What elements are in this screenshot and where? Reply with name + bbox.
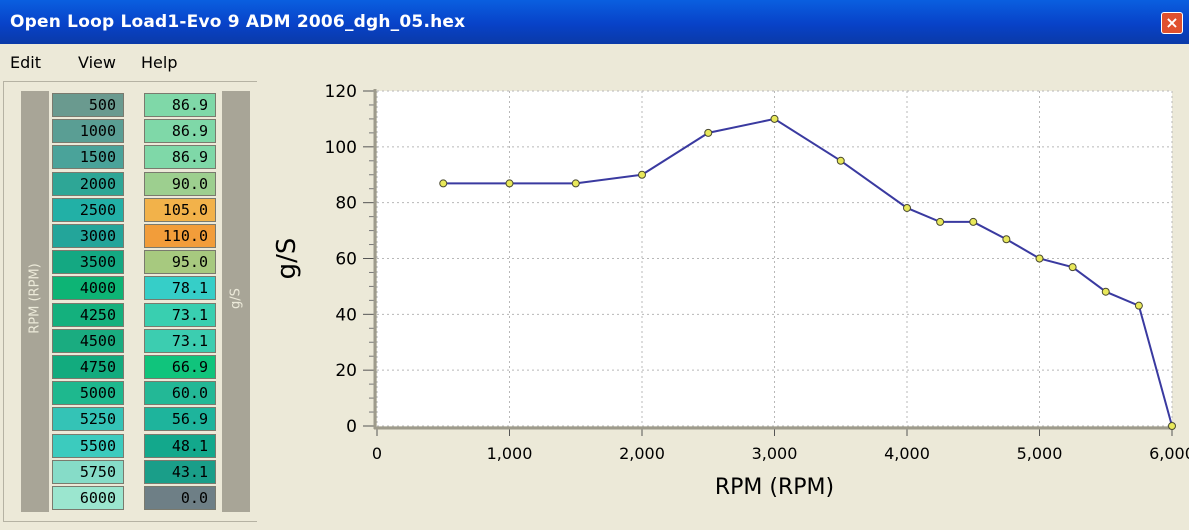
rpm-cell[interactable]: 2500 <box>52 197 124 222</box>
x-tick-label: 2,000 <box>619 444 665 463</box>
value-cell[interactable]: 105.0 <box>144 197 216 222</box>
x-tick-label: 6,000 <box>1149 444 1189 463</box>
line-chart: 0 1,000 2,000 3,000 4,000 5,000 6,000 0 20 40 60 80… <box>272 82 1189 500</box>
y-tick-label: 60 <box>335 250 357 270</box>
rpm-cell[interactable]: 500 <box>52 93 124 117</box>
menu-bar: Edit View Help <box>0 46 1189 79</box>
data-point <box>1168 422 1176 430</box>
value-cell[interactable]: 86.9 <box>144 145 216 170</box>
menu-help[interactable]: Help <box>141 53 178 72</box>
value-cell[interactable]: 66.9 <box>144 355 216 379</box>
chart-area: 0 1,000 2,000 3,000 4,000 5,000 6,000 0 20 40 60 80… <box>257 79 1189 526</box>
value-cell[interactable]: 86.9 <box>144 119 216 144</box>
rpm-cell[interactable]: 4500 <box>52 328 124 353</box>
data-point <box>903 203 911 212</box>
value-axis-strip: g/S <box>222 91 250 512</box>
data-point <box>1035 254 1044 263</box>
value-cell[interactable]: 48.1 <box>144 433 216 458</box>
data-point <box>1101 287 1110 296</box>
menu-edit[interactable]: Edit <box>10 53 41 72</box>
value-cell[interactable]: 90.0 <box>144 171 216 196</box>
value-cell[interactable]: 73.1 <box>144 302 216 327</box>
x-tick-label: 3,000 <box>752 444 798 463</box>
rpm-cell[interactable]: 4000 <box>52 276 124 301</box>
x-axis-label: RPM (RPM) <box>715 475 834 500</box>
data-point <box>571 179 580 188</box>
data-point <box>704 128 713 137</box>
rpm-cell[interactable]: 4250 <box>52 302 124 327</box>
rpm-cell[interactable]: 6000 <box>52 486 124 510</box>
data-point <box>836 156 845 165</box>
window-title: Open Loop Load1-Evo 9 ADM 2006_dgh_05.he… <box>10 12 466 32</box>
x-tick-label: 1,000 <box>487 444 533 463</box>
data-point <box>770 114 779 123</box>
rpm-cell[interactable]: 3500 <box>52 250 124 275</box>
value-cell[interactable]: 78.1 <box>144 276 216 301</box>
data-point <box>1068 263 1077 272</box>
rpm-cell[interactable]: 3000 <box>52 224 124 248</box>
rpm-cell[interactable]: 1500 <box>52 145 124 170</box>
rpm-cell[interactable]: 1000 <box>52 119 124 144</box>
x-tick-label: 5,000 <box>1017 444 1063 463</box>
rpm-cell[interactable]: 2000 <box>52 171 124 196</box>
value-cell[interactable]: 110.0 <box>144 224 216 248</box>
value-cell[interactable]: 95.0 <box>144 250 216 275</box>
rpm-axis-strip: RPM (RPM) <box>21 91 49 512</box>
value-cell[interactable]: 43.1 <box>144 459 216 484</box>
value-cell[interactable]: 86.9 <box>144 93 216 117</box>
rpm-cell[interactable]: 5000 <box>52 381 124 406</box>
value-cell[interactable]: 73.1 <box>144 328 216 353</box>
rpm-cell[interactable]: 5500 <box>52 433 124 458</box>
data-point <box>439 179 448 188</box>
y-tick-label: 40 <box>335 305 357 325</box>
rpm-cell[interactable]: 4750 <box>52 355 124 379</box>
x-tick-label: 4,000 <box>884 444 930 463</box>
rpm-cell[interactable]: 5750 <box>52 459 124 484</box>
value-cell[interactable]: 0.0 <box>144 486 216 510</box>
rpm-axis-label: RPM (RPM) <box>27 263 43 334</box>
y-tick-label: 120 <box>325 82 357 102</box>
value-axis-label: g/S <box>228 288 244 309</box>
y-tick-label: 100 <box>325 138 357 158</box>
series-line <box>443 117 1173 427</box>
rpm-cell[interactable]: 5250 <box>52 407 124 432</box>
data-point <box>1002 235 1011 244</box>
x-tick-label: 0 <box>372 444 382 463</box>
title-bar: Open Loop Load1-Evo 9 ADM 2006_dgh_05.he… <box>0 0 1189 44</box>
y-tick-label: 80 <box>335 194 357 214</box>
value-cell[interactable]: 60.0 <box>144 381 216 406</box>
y-tick-label: 20 <box>335 361 357 381</box>
data-point <box>936 217 945 226</box>
menu-view[interactable]: View <box>78 53 116 72</box>
data-point <box>638 170 646 179</box>
value-cell[interactable]: 56.9 <box>144 407 216 432</box>
close-button[interactable]: × <box>1161 12 1183 34</box>
y-tick-label: 0 <box>346 417 357 437</box>
data-point <box>1134 301 1143 310</box>
data-point <box>505 179 514 188</box>
data-point <box>969 217 978 226</box>
y-axis-label: g/S <box>272 238 302 280</box>
